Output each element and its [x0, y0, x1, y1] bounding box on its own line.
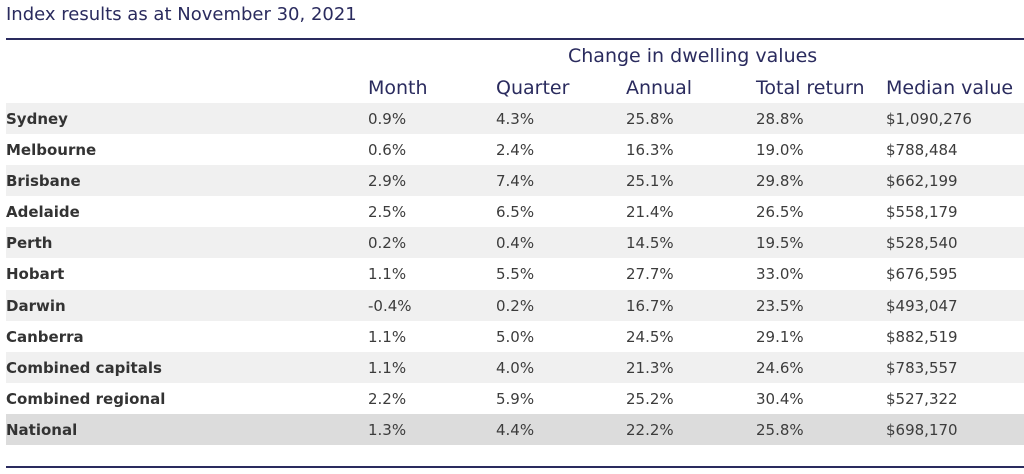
cell-median-value: $558,179: [886, 203, 958, 222]
cell-total-return: 23.5%: [756, 296, 804, 315]
top-divider: [6, 38, 1024, 40]
row-name: Combined regional: [6, 389, 166, 408]
cell-month: 1.1%: [368, 265, 407, 284]
row-name: Melbourne: [6, 141, 97, 160]
cell-month: 2.9%: [368, 172, 407, 191]
column-header-quarter: Quarter: [496, 77, 570, 99]
cell-total-return: 33.0%: [756, 265, 804, 284]
cell-month: 0.6%: [368, 141, 407, 160]
table-row: Canberra 1.1% 5.0% 24.5% 29.1% $882,519: [6, 321, 1024, 352]
table-row-national: National 1.3% 4.4% 22.2% 25.8% $698,170: [6, 413, 1024, 446]
column-header-total-return: Total return: [756, 77, 865, 99]
table-row: Combined capitals 1.1% 4.0% 21.3% 24.6% …: [6, 351, 1024, 383]
cell-quarter: 0.4%: [496, 234, 535, 253]
cell-month: 1.3%: [368, 420, 407, 439]
cell-annual: 16.7%: [626, 296, 674, 315]
cell-annual: 25.2%: [626, 389, 674, 408]
table-row: Melbourne 0.6% 2.4% 16.3% 19.0% $788,484: [6, 134, 1024, 165]
cell-month: 0.9%: [368, 110, 407, 128]
row-name: Hobart: [6, 265, 65, 284]
cell-month: 0.2%: [368, 234, 407, 253]
cell-quarter: 4.3%: [496, 110, 535, 128]
cell-quarter: 7.4%: [496, 172, 535, 191]
cell-annual: 24.5%: [626, 327, 674, 346]
cell-quarter: 4.0%: [496, 358, 535, 377]
row-name: Canberra: [6, 327, 84, 346]
cell-annual: 25.8%: [626, 110, 674, 128]
cell-quarter: 5.5%: [496, 265, 535, 284]
row-name: Brisbane: [6, 172, 81, 191]
cell-annual: 25.1%: [626, 172, 674, 191]
cell-month: 1.1%: [368, 358, 407, 377]
cell-total-return: 26.5%: [756, 203, 804, 222]
table-row: Sydney 0.9% 4.3% 25.8% 28.8% $1,090,276: [6, 103, 1024, 135]
row-name: Darwin: [6, 296, 66, 315]
cell-month: -0.4%: [368, 296, 412, 315]
cell-median-value: $698,170: [886, 420, 958, 439]
cell-total-return: 25.8%: [756, 420, 804, 439]
column-header-annual: Annual: [626, 77, 693, 99]
column-header-median-value: Median value: [886, 77, 1014, 99]
cell-annual: 16.3%: [626, 141, 674, 160]
table-row: Hobart 1.1% 5.5% 27.7% 33.0% $676,595: [6, 258, 1024, 289]
table-row: Combined regional 2.2% 5.9% 25.2% 30.4% …: [6, 383, 1024, 414]
row-name: National: [6, 420, 78, 439]
cell-quarter: 0.2%: [496, 296, 535, 315]
cell-median-value: $882,519: [886, 327, 958, 346]
cell-total-return: 29.1%: [756, 327, 804, 346]
cell-month: 1.1%: [368, 327, 407, 346]
table-body: Sydney 0.9% 4.3% 25.8% 28.8% $1,090,276 …: [6, 103, 1024, 446]
cell-annual: 14.5%: [626, 234, 674, 253]
cell-quarter: 4.4%: [496, 420, 535, 439]
cell-total-return: 29.8%: [756, 172, 804, 191]
cell-total-return: 19.0%: [756, 141, 804, 160]
page-title: Index results as at November 30, 2021: [6, 4, 357, 25]
cell-quarter: 5.9%: [496, 389, 535, 408]
bottom-divider: [6, 466, 1024, 468]
cell-median-value: $662,199: [886, 172, 958, 191]
cell-quarter: 5.0%: [496, 327, 535, 346]
cell-annual: 21.4%: [626, 203, 674, 222]
cell-median-value: $788,484: [886, 141, 958, 160]
cell-total-return: 30.4%: [756, 389, 804, 408]
cell-total-return: 28.8%: [756, 110, 804, 128]
cell-annual: 22.2%: [626, 420, 674, 439]
cell-median-value: $676,595: [886, 265, 958, 284]
group-header: Change in dwelling values: [568, 45, 818, 67]
cell-quarter: 6.5%: [496, 203, 535, 222]
cell-median-value: $493,047: [886, 296, 958, 315]
table-row: Adelaide 2.5% 6.5% 21.4% 26.5% $558,179: [6, 196, 1024, 227]
cell-median-value: $527,322: [886, 389, 958, 408]
table-row: Brisbane 2.9% 7.4% 25.1% 29.8% $662,199: [6, 165, 1024, 197]
cell-quarter: 2.4%: [496, 141, 535, 160]
row-name: Adelaide: [6, 203, 80, 222]
row-name: Sydney: [6, 110, 68, 128]
cell-median-value: $1,090,276: [886, 110, 972, 128]
cell-total-return: 24.6%: [756, 358, 804, 377]
cell-month: 2.5%: [368, 203, 407, 222]
cell-annual: 27.7%: [626, 265, 674, 284]
row-name: Combined capitals: [6, 358, 162, 377]
table-row: Darwin -0.4% 0.2% 16.7% 23.5% $493,047: [6, 289, 1024, 321]
cell-median-value: $528,540: [886, 234, 958, 253]
row-name: Perth: [6, 234, 53, 253]
cell-total-return: 19.5%: [756, 234, 804, 253]
cell-median-value: $783,557: [886, 358, 958, 377]
cell-month: 2.2%: [368, 389, 407, 408]
column-header-month: Month: [368, 77, 428, 99]
cell-annual: 21.3%: [626, 358, 674, 377]
table-row: Perth 0.2% 0.4% 14.5% 19.5% $528,540: [6, 227, 1024, 259]
